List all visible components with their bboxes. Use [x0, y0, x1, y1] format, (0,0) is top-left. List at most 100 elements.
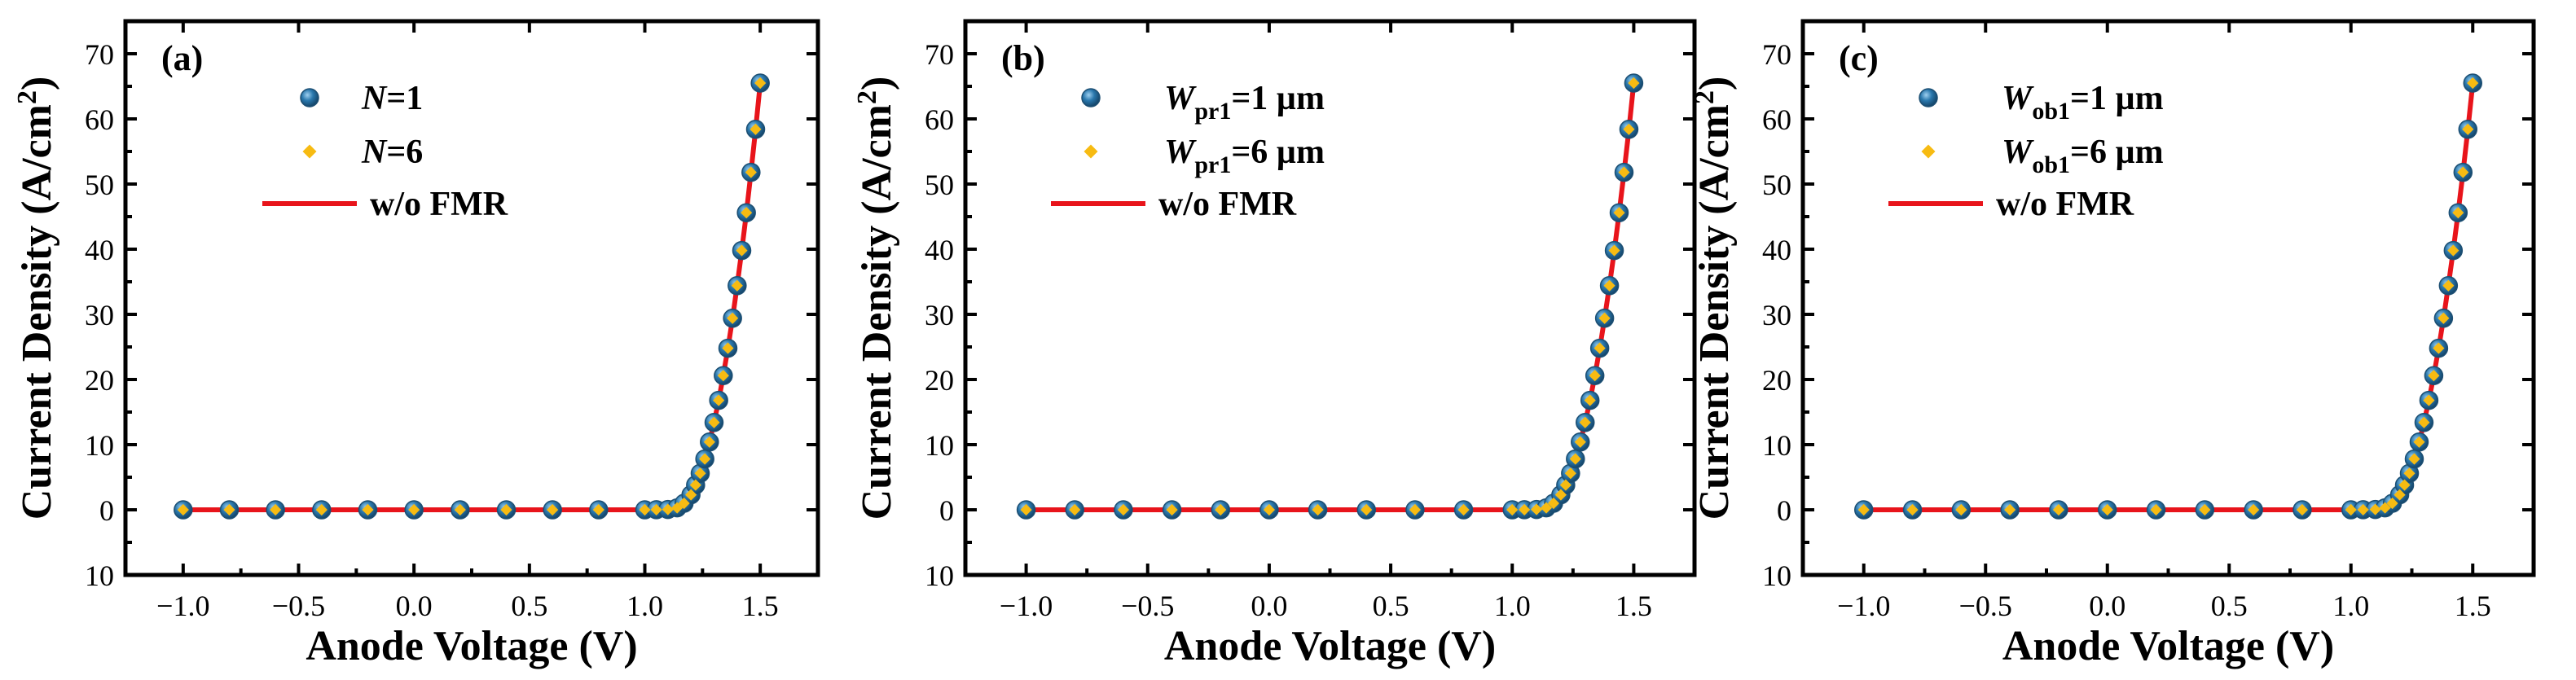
series-line-wo-fmr	[1863, 82, 2476, 512]
data-point-series-2	[1569, 453, 1581, 465]
legend-label-series-2: Wob1=6 µm	[2002, 134, 2164, 178]
y-tick-label: 30	[85, 299, 114, 331]
plot-frame	[963, 19, 1697, 577]
data-point-series-2	[689, 479, 701, 491]
x-tick-label: −0.5	[272, 590, 325, 622]
data-point-series-2	[699, 453, 711, 465]
y-tick-label: 70	[925, 38, 954, 71]
data-point-series-2	[1554, 489, 1567, 501]
y-axis-title: Current Density (A/cm2)	[852, 77, 900, 520]
y-tick-label: 30	[925, 299, 954, 331]
y-tick-label: 20	[1762, 364, 1791, 397]
y-tick-label: 60	[1762, 103, 1791, 136]
y-tick-label: 50	[925, 169, 954, 201]
data-point-series-2	[1589, 370, 1601, 382]
data-point-series-2	[731, 279, 743, 292]
x-axis-title: Anode Voltage (V)	[306, 623, 637, 669]
x-tick-label: 0.5	[2211, 590, 2248, 622]
data-point-series-2	[592, 503, 604, 516]
data-point-series-2	[1559, 479, 1572, 491]
data-point-series-2	[1564, 467, 1576, 480]
data-point-series-2	[1117, 503, 1129, 516]
data-point-series-2	[1584, 394, 1596, 406]
legend-marker-series-2	[1921, 144, 1936, 159]
y-tick-label: 20	[925, 364, 954, 397]
data-point-series-2	[177, 503, 189, 516]
x-tick-label: 1.5	[1615, 590, 1652, 622]
x-tick-label: −0.5	[1959, 590, 2012, 622]
y-tick-label: 50	[1762, 169, 1791, 201]
data-point-series-2	[1618, 166, 1630, 178]
y-tick-label: 0	[1777, 494, 1791, 527]
data-point-series-2	[1623, 123, 1635, 135]
plot-frame	[1800, 19, 2536, 577]
data-point-series-2	[1628, 77, 1640, 90]
y-tick-label: 40	[925, 234, 954, 266]
legend-marker-series-1	[1081, 88, 1101, 107]
x-tick-label: 1.5	[742, 590, 779, 622]
y-tick-label: 40	[85, 234, 114, 266]
data-point-series-2	[1579, 416, 1591, 428]
chart-panel-a: −1.0 −0.5 0.0 0.5 1.0 1.5 10 0 10 20 30 40 50 60 70 Ano…	[12, 19, 820, 669]
data-point-series-2	[1574, 436, 1586, 448]
y-tick-label: 20	[85, 364, 114, 397]
legend-marker-series-2	[1084, 144, 1098, 159]
series-line-wo-fmr	[1026, 82, 1637, 512]
data-point-series-2	[741, 207, 753, 219]
data-point-series-2	[727, 312, 739, 324]
legend-label-series-1: Wob1=1 µm	[2002, 80, 2164, 125]
panel-label: (c)	[1839, 38, 1879, 78]
data-point-series-2	[1531, 503, 1543, 515]
data-point-series-2	[1613, 207, 1625, 219]
y-tick-label: 10	[1762, 429, 1791, 462]
data-point-series-2	[500, 503, 512, 516]
y-tick-label: 10	[925, 429, 954, 462]
x-tick-label: 1.0	[1494, 590, 1531, 622]
data-point-series-2	[678, 497, 690, 510]
data-point-series-2	[717, 370, 729, 382]
data-point-series-2	[708, 416, 720, 428]
data-point-series-2	[694, 467, 706, 480]
data-point-series-2	[703, 436, 715, 448]
x-tick-label: 0.0	[396, 590, 433, 622]
data-point-series-2	[1457, 503, 1470, 516]
legend-label-series-1: N=1	[361, 80, 423, 117]
data-point-series-2	[685, 489, 697, 501]
panel-label: (a)	[161, 38, 203, 78]
y-tick-label: 60	[925, 103, 954, 136]
data-point-series-2	[1215, 503, 1227, 516]
y-tick-label: 10	[1762, 559, 1791, 592]
data-point-series-2	[1594, 342, 1606, 354]
x-tick-label: −1.0	[1837, 590, 1890, 622]
data-point-series-2	[1166, 503, 1178, 516]
legend-label-series-2: Wpr1=6 µm	[1164, 134, 1325, 178]
x-axis-title: Anode Voltage (V)	[2002, 623, 2334, 669]
legend-marker-series-1	[1919, 88, 1938, 107]
legend-marker-series-1	[300, 88, 319, 107]
data-point-series-2	[1020, 503, 1032, 516]
y-tick-label: 10	[85, 559, 114, 592]
y-tick-label: 60	[85, 103, 114, 136]
data-point-series-2	[315, 503, 327, 516]
y-tick-label: 70	[1762, 38, 1791, 71]
y-tick-label: 30	[1762, 299, 1791, 331]
x-axis-title: Anode Voltage (V)	[1164, 623, 1496, 669]
y-tick-label: 0	[99, 494, 114, 527]
y-tick-label: 0	[939, 494, 954, 527]
y-tick-label: 70	[85, 38, 114, 71]
data-point-series-2	[745, 166, 757, 178]
y-axis-title: Current Density (A/cm2)	[12, 77, 60, 520]
data-point-series-2	[1263, 503, 1275, 516]
data-point-series-2	[1598, 312, 1611, 324]
y-tick-label: 10	[925, 559, 954, 592]
data-point-series-2	[1547, 497, 1560, 510]
x-tick-label: 0.0	[1251, 590, 1287, 622]
data-point-series-2	[736, 244, 748, 257]
data-point-series-2	[750, 123, 762, 135]
data-point-series-2	[754, 77, 767, 90]
data-point-series-2	[722, 342, 734, 354]
data-point-series-2	[1409, 503, 1421, 516]
legend-label-series-2: N=6	[361, 134, 423, 171]
data-point-series-2	[1519, 503, 1531, 515]
